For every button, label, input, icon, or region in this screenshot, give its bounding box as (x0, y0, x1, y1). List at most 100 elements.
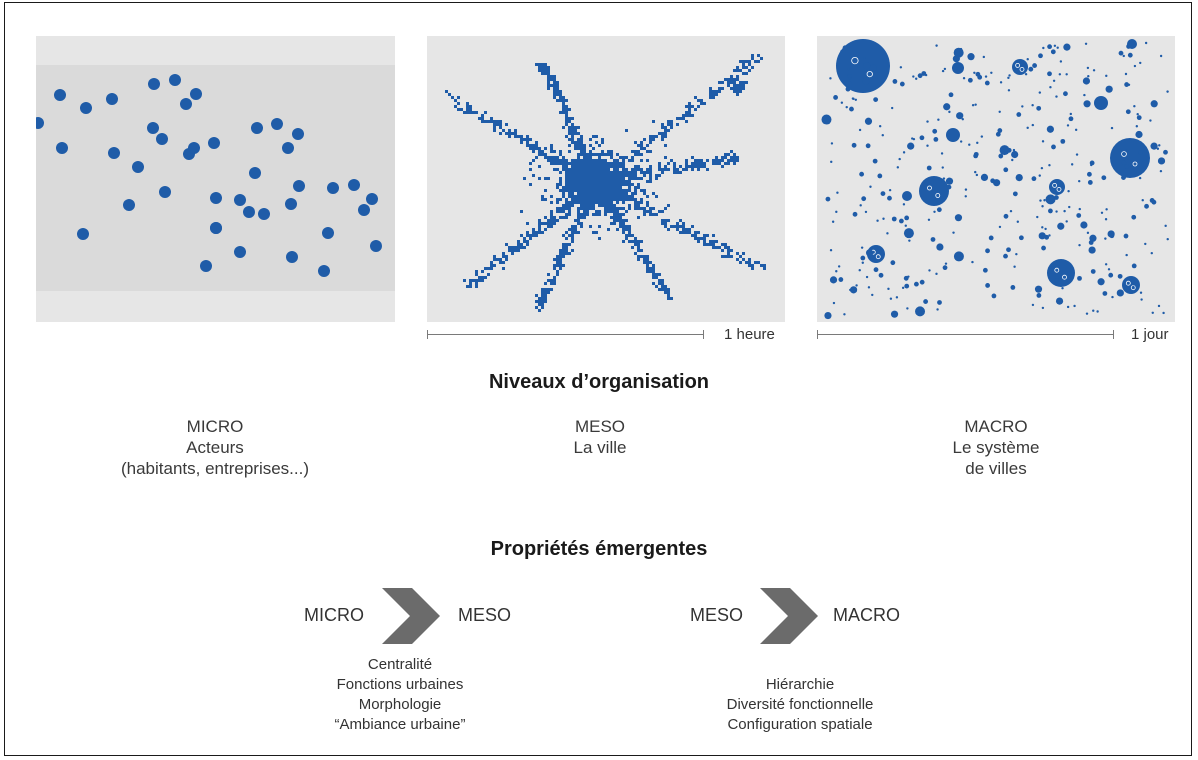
agent-dot (159, 186, 171, 198)
agent-dot (282, 142, 294, 154)
town-dot (881, 80, 884, 83)
town-dot (1078, 207, 1081, 211)
town-dot (855, 284, 858, 287)
town-dot (980, 135, 984, 138)
town-dot (971, 104, 975, 107)
town-dot (898, 157, 901, 161)
town-dot (825, 119, 831, 125)
town-dot (975, 173, 979, 177)
town-dot (1018, 235, 1024, 241)
town-dot (1105, 85, 1113, 93)
town-dot (999, 81, 1003, 84)
town-dot (836, 191, 839, 194)
town-dot (1166, 237, 1169, 241)
town-dot (974, 170, 977, 174)
city-circle (1122, 276, 1140, 294)
town-dot (1078, 243, 1081, 247)
organisation-heading: Niveaux d’organisation (488, 371, 710, 393)
town-dot (861, 261, 864, 264)
town-dot (1088, 246, 1096, 254)
city-circle (902, 191, 912, 201)
town-dot (1150, 251, 1153, 255)
level-meso-line-1: La ville (573, 438, 627, 457)
town-dot (1166, 90, 1169, 93)
town-dot (1150, 142, 1158, 150)
town-dot (825, 196, 831, 202)
town-dot (1034, 285, 1043, 293)
town-dot (1131, 263, 1137, 269)
meso-city-panel (427, 36, 785, 322)
town-dot (1144, 203, 1149, 209)
town-dot (1123, 233, 1129, 239)
town-dot (1006, 247, 1011, 253)
level-micro-line-2: (habitants, entreprises...) (120, 459, 310, 478)
agent-dot (123, 199, 135, 211)
city-circle (1094, 96, 1108, 110)
town-dot (1083, 93, 1086, 97)
town-dot (943, 67, 947, 71)
town-dot (991, 293, 997, 299)
town-dot (895, 296, 899, 299)
level-macro-name: MACRO (964, 417, 1028, 436)
town-dot (1067, 189, 1070, 193)
town-dot (859, 171, 865, 177)
city-circle (1012, 59, 1028, 75)
town-dot (1066, 124, 1070, 127)
town-dot (927, 218, 931, 221)
town-dot (1028, 66, 1034, 72)
town-dot (1132, 285, 1135, 289)
town-dot (1038, 91, 1042, 94)
micro-agents-panel (36, 36, 395, 322)
town-dot (1125, 109, 1131, 115)
town-dot (1015, 174, 1023, 182)
town-dot (1105, 208, 1108, 211)
town-dot (1066, 305, 1070, 309)
town-dot (835, 210, 838, 214)
town-dot (984, 80, 990, 86)
town-dot (907, 275, 910, 278)
town-dot (1041, 226, 1044, 229)
level-macro: MACRO Le système de villes (836, 416, 1156, 479)
town-dot (1157, 304, 1161, 308)
town-dot (842, 45, 848, 51)
town-dot (1108, 272, 1114, 278)
town-dot (829, 276, 838, 284)
town-dot (1065, 73, 1068, 76)
town-dot (1125, 253, 1128, 257)
town-dot (1131, 214, 1137, 220)
town-dot (944, 262, 948, 265)
town-dot (1097, 278, 1105, 286)
town-dot (933, 136, 939, 142)
town-dot (907, 142, 915, 150)
town-dot (1107, 268, 1111, 271)
town-dot (1021, 105, 1024, 108)
town-dot (1056, 46, 1059, 49)
town-dot (904, 224, 907, 227)
town-dot (942, 177, 946, 180)
agent-dot (188, 142, 200, 154)
city-circle (867, 245, 885, 263)
town-dot (1154, 102, 1157, 106)
town-dot (882, 217, 885, 220)
town-dot (1007, 89, 1011, 92)
town-dot (1157, 157, 1166, 165)
agent-dot (286, 251, 298, 263)
town-dot (1144, 242, 1147, 246)
agent-dot (56, 142, 68, 154)
scale-label-macro: 1 jour (1131, 326, 1169, 343)
town-dot (873, 97, 879, 103)
town-dot (1090, 269, 1096, 274)
town-dot (908, 239, 911, 242)
town-dot (984, 75, 988, 78)
town-dot (1082, 77, 1091, 85)
agent-dot (210, 192, 222, 204)
town-dot (1090, 163, 1093, 167)
town-dot (862, 77, 870, 85)
town-dot (833, 95, 838, 100)
town-dot (998, 153, 1004, 159)
town-dot (1088, 240, 1094, 245)
town-dot (1110, 126, 1114, 130)
town-dot (1073, 304, 1076, 308)
town-dot (1048, 234, 1051, 237)
town-dot (1085, 312, 1089, 315)
